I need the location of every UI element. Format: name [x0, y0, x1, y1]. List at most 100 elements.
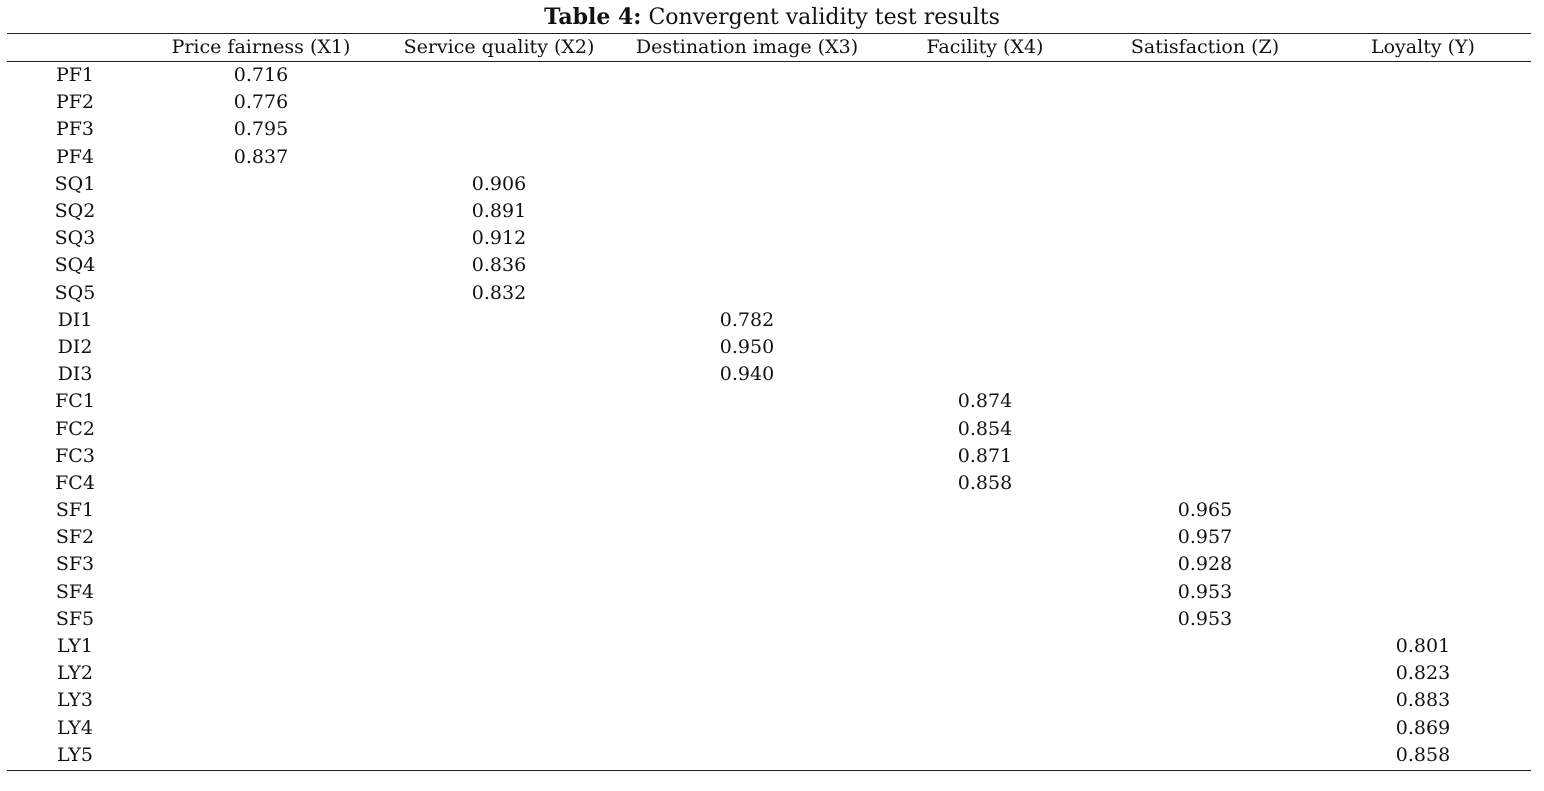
- loading-value-cell: [1095, 334, 1315, 361]
- loading-value-cell: [379, 334, 619, 361]
- row-indicator-label: SF3: [55, 553, 95, 576]
- table-row: LY4 0.869: [7, 715, 1531, 742]
- loading-value-cell: [1095, 361, 1315, 388]
- loading-value-cell: 0.795: [233, 118, 289, 141]
- loading-value-cell: 0.782: [719, 308, 775, 331]
- loading-value-cell: [1095, 687, 1315, 714]
- table-row: PF3 0.795: [7, 116, 1531, 143]
- loading-value-cell: 0.950: [719, 335, 775, 358]
- table-caption: Table 4: Convergent validity test result…: [0, 2, 1544, 33]
- table-bottom-rule: [7, 770, 1531, 771]
- row-indicator-label: LY2: [56, 662, 94, 685]
- row-indicator-label: SF2: [55, 526, 95, 549]
- loading-value-cell: [379, 579, 619, 606]
- loading-value-cell: [875, 551, 1095, 578]
- column-header: Loyalty (Y): [1371, 36, 1475, 58]
- loading-value-cell: [619, 742, 875, 769]
- loading-value-cell: [379, 551, 619, 578]
- loading-value-cell: [875, 334, 1095, 361]
- table-caption-text: Convergent validity test results: [648, 5, 1000, 30]
- loading-value-cell: [379, 61, 619, 89]
- loading-value-cell: [1095, 61, 1315, 89]
- loading-value-cell: [619, 116, 875, 143]
- loading-value-cell: [619, 171, 875, 198]
- loading-value-cell: [619, 687, 875, 714]
- table-row: LY2 0.823: [7, 660, 1531, 687]
- loading-value-cell: [143, 551, 379, 578]
- loading-value-cell: [1315, 116, 1531, 143]
- loading-value-cell: 0.940: [719, 363, 775, 386]
- row-indicator-label: SQ4: [54, 254, 96, 277]
- row-indicator-label: SQ3: [54, 227, 96, 250]
- loading-value-cell: [143, 606, 379, 633]
- loading-value-cell: [1315, 225, 1531, 252]
- loading-value-cell: [143, 252, 379, 279]
- loading-value-cell: [619, 497, 875, 524]
- loading-value-cell: [875, 144, 1095, 171]
- loading-value-cell: [379, 660, 619, 687]
- loading-value-cell: [143, 415, 379, 442]
- table-row: SF3 0.928: [7, 551, 1531, 578]
- loading-value-cell: [143, 334, 379, 361]
- loading-value-cell: [875, 280, 1095, 307]
- loading-value-cell: 0.928: [1177, 553, 1233, 576]
- column-header-indicator: [7, 34, 143, 61]
- table-top-rule: [7, 33, 1531, 34]
- loading-value-cell: [379, 144, 619, 171]
- loading-value-cell: [1315, 334, 1531, 361]
- loading-value-cell: [875, 252, 1095, 279]
- table-row: LY5 0.858: [7, 742, 1531, 769]
- loading-value-cell: [1315, 443, 1531, 470]
- row-indicator-label: DI1: [57, 308, 93, 331]
- loading-value-cell: [875, 497, 1095, 524]
- table-header-rule: [7, 61, 1531, 62]
- loading-value-cell: [619, 470, 875, 497]
- loading-value-cell: [1095, 280, 1315, 307]
- loading-value-cell: [379, 687, 619, 714]
- loading-value-cell: [1315, 171, 1531, 198]
- loading-value-cell: [1095, 742, 1315, 769]
- loading-value-cell: [379, 524, 619, 551]
- row-indicator-label: DI2: [57, 335, 93, 358]
- row-indicator-label: FC1: [55, 390, 95, 413]
- loading-value-cell: [143, 388, 379, 415]
- loading-value-cell: 0.801: [1395, 635, 1451, 658]
- loading-value-cell: [1095, 144, 1315, 171]
- loading-value-cell: [619, 61, 875, 89]
- loading-value-cell: [143, 687, 379, 714]
- loading-value-cell: [143, 497, 379, 524]
- loading-value-cell: [379, 633, 619, 660]
- row-indicator-label: SQ5: [54, 281, 96, 304]
- loading-value-cell: [875, 524, 1095, 551]
- row-indicator-label: SF5: [55, 607, 95, 630]
- loading-value-cell: [1315, 470, 1531, 497]
- row-indicator-label: LY4: [56, 716, 94, 739]
- loading-value-cell: 0.716: [233, 64, 289, 87]
- loading-value-cell: [1095, 660, 1315, 687]
- row-indicator-label: PF4: [55, 145, 95, 168]
- loading-value-cell: [875, 307, 1095, 334]
- loading-value-cell: [143, 225, 379, 252]
- loading-value-cell: [875, 660, 1095, 687]
- loading-value-cell: [143, 280, 379, 307]
- loading-value-cell: 0.953: [1177, 580, 1233, 603]
- table-row: SF2 0.957: [7, 524, 1531, 551]
- loading-value-cell: [1095, 415, 1315, 442]
- loading-value-cell: [1315, 61, 1531, 89]
- loading-value-cell: [1095, 388, 1315, 415]
- loading-value-cell: [379, 606, 619, 633]
- table-row: SF5 0.953: [7, 606, 1531, 633]
- loading-value-cell: [379, 415, 619, 442]
- loading-value-cell: 0.854: [957, 417, 1013, 440]
- loading-value-cell: 0.883: [1395, 689, 1451, 712]
- loading-value-cell: 0.871: [957, 444, 1013, 467]
- loading-value-cell: [875, 225, 1095, 252]
- table-row: FC1 0.874: [7, 388, 1531, 415]
- table-row: FC2 0.854: [7, 415, 1531, 442]
- loading-value-cell: [619, 144, 875, 171]
- loading-value-cell: 0.869: [1395, 716, 1451, 739]
- loading-value-cell: [1095, 116, 1315, 143]
- loading-value-cell: [619, 606, 875, 633]
- loading-value-cell: [1315, 144, 1531, 171]
- loading-value-cell: [143, 443, 379, 470]
